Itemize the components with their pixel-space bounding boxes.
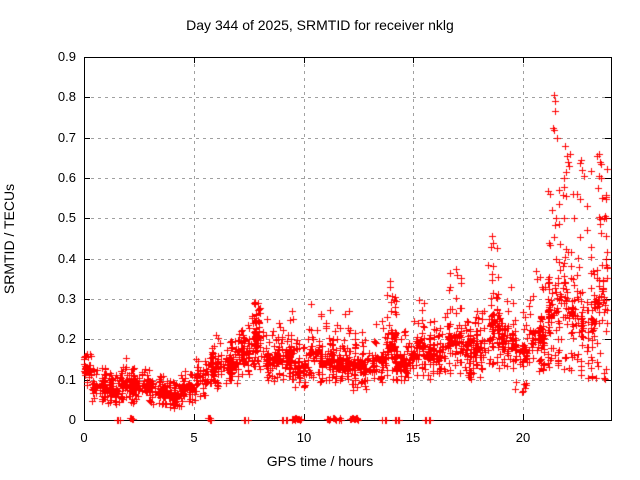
y-axis-label: SRMTID / TECUs xyxy=(1,183,17,295)
y-tick-label: 0.4 xyxy=(57,251,76,266)
chart-title: Day 344 of 2025, SRMTID for receiver nkl… xyxy=(186,17,454,33)
y-tick-label: 0 xyxy=(68,412,76,427)
x-tick-label: 0 xyxy=(80,430,88,445)
x-axis-label: GPS time / hours xyxy=(266,453,374,469)
x-tick-label: 20 xyxy=(515,430,531,445)
y-tick-label: 0.6 xyxy=(57,170,76,185)
x-tick-label: 15 xyxy=(405,430,421,445)
y-tick-label: 0.7 xyxy=(57,130,76,145)
y-tick-label: 0.8 xyxy=(57,89,76,104)
x-tick-label: 10 xyxy=(296,430,312,445)
y-tick-label: 0.1 xyxy=(57,372,76,387)
y-tick-label: 0.5 xyxy=(57,210,76,225)
y-tick-label: 0.9 xyxy=(57,49,76,64)
y-tick-label: 0.3 xyxy=(57,291,76,306)
y-tick-label: 0.2 xyxy=(57,331,76,346)
x-tick-label: 5 xyxy=(190,430,198,445)
